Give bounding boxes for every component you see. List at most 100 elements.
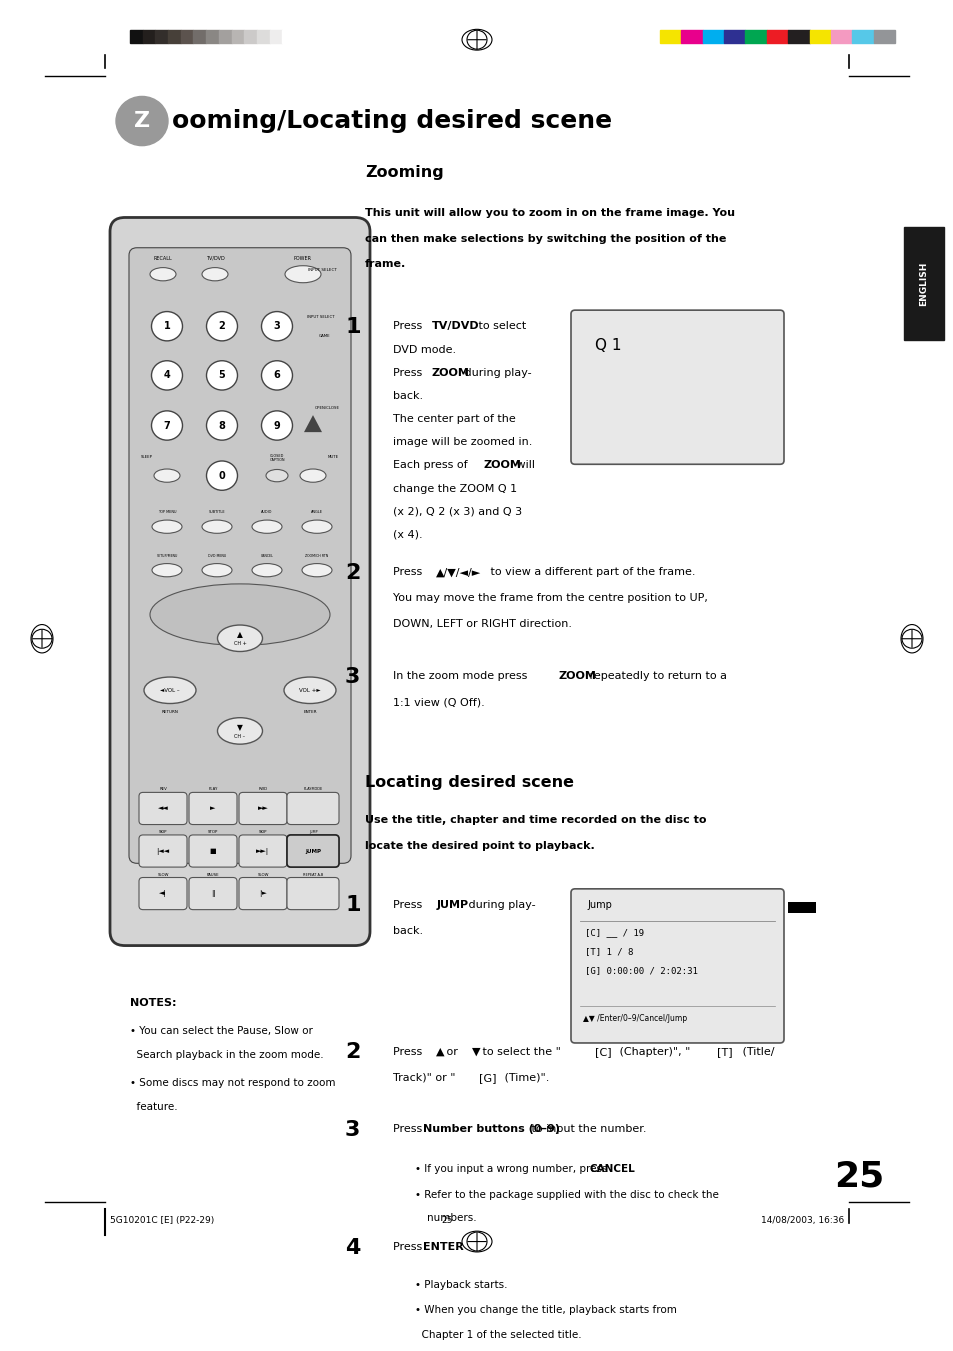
Text: PLAYMODE: PLAYMODE: [303, 788, 322, 792]
Text: (x 4).: (x 4).: [393, 530, 422, 540]
Polygon shape: [304, 415, 322, 432]
Text: 4: 4: [164, 370, 171, 381]
Ellipse shape: [266, 470, 288, 482]
Ellipse shape: [152, 563, 182, 577]
Text: 2: 2: [218, 322, 225, 331]
Text: Q 1: Q 1: [595, 338, 620, 353]
Text: • You can select the Pause, Slow or: • You can select the Pause, Slow or: [130, 1025, 313, 1036]
Ellipse shape: [217, 717, 262, 744]
Bar: [851, 30, 873, 42]
Text: ►: ►: [210, 805, 215, 812]
Text: 3: 3: [345, 1120, 360, 1139]
Circle shape: [206, 361, 237, 390]
Ellipse shape: [252, 563, 282, 577]
FancyBboxPatch shape: [287, 878, 338, 909]
Text: SLOW: SLOW: [157, 873, 169, 877]
Bar: [218, 30, 232, 42]
Text: ANGLE: ANGLE: [311, 511, 323, 515]
Ellipse shape: [202, 563, 232, 577]
FancyBboxPatch shape: [129, 247, 351, 863]
Text: |►: |►: [259, 890, 267, 897]
Text: • If you input a wrong number, press: • If you input a wrong number, press: [415, 1165, 610, 1174]
Text: ENGLISH: ENGLISH: [919, 262, 927, 305]
Text: ◄◄: ◄◄: [157, 805, 168, 812]
Text: (Chapter)", ": (Chapter)", ": [616, 1047, 690, 1056]
Text: ENTER: ENTER: [303, 711, 316, 715]
Ellipse shape: [202, 267, 228, 281]
Ellipse shape: [152, 520, 182, 534]
Bar: [232, 30, 244, 42]
Circle shape: [206, 461, 237, 490]
Text: can then make selections by switching the position of the: can then make selections by switching th…: [365, 234, 725, 243]
Text: ENTER: ENTER: [422, 1243, 463, 1252]
Bar: [193, 30, 206, 42]
Ellipse shape: [302, 520, 332, 534]
Text: The center part of the: The center part of the: [393, 415, 516, 424]
Text: Number buttons (0–9): Number buttons (0–9): [422, 1124, 559, 1135]
Text: 9: 9: [274, 420, 280, 431]
Text: • Some discs may not respond to zoom: • Some discs may not respond to zoom: [130, 1078, 335, 1088]
Ellipse shape: [150, 584, 330, 646]
Bar: [155, 30, 168, 42]
Text: ▲▼ /Enter/0–9/Cancel/Jump: ▲▼ /Enter/0–9/Cancel/Jump: [582, 1013, 686, 1023]
Text: ▼: ▼: [236, 723, 243, 732]
Text: RETURN: RETURN: [161, 711, 178, 715]
FancyBboxPatch shape: [139, 835, 187, 867]
Bar: [680, 30, 702, 42]
Text: 5G10201C [E] (P22-29): 5G10201C [E] (P22-29): [110, 1216, 214, 1225]
Text: change the ZOOM Q 1: change the ZOOM Q 1: [393, 484, 517, 493]
Circle shape: [152, 312, 182, 340]
Text: ooming/Locating desired scene: ooming/Locating desired scene: [172, 109, 612, 132]
Text: PLAY: PLAY: [208, 788, 217, 792]
Text: ▲/▼/◄/►: ▲/▼/◄/►: [436, 567, 481, 577]
Text: ►►: ►►: [257, 805, 268, 812]
Ellipse shape: [299, 469, 326, 482]
Text: (Title/: (Title/: [738, 1047, 773, 1056]
FancyBboxPatch shape: [287, 835, 338, 867]
Text: [C]: [C]: [594, 1047, 611, 1056]
Text: ZOOM: ZOOM: [558, 671, 596, 681]
Bar: [830, 30, 851, 42]
Text: 3: 3: [274, 322, 280, 331]
Text: ◄|: ◄|: [159, 890, 167, 897]
Ellipse shape: [252, 520, 282, 534]
Text: will: will: [512, 461, 534, 470]
Text: SKIP: SKIP: [258, 830, 267, 834]
Text: • Playback starts.: • Playback starts.: [415, 1281, 507, 1290]
Text: 1: 1: [345, 896, 360, 916]
Bar: [282, 30, 294, 42]
Text: REPEAT A-B: REPEAT A-B: [302, 873, 323, 877]
Bar: [180, 30, 193, 42]
Text: 5: 5: [218, 370, 225, 381]
Text: JUMP: JUMP: [309, 830, 317, 834]
Text: CLOSED
CAPTION: CLOSED CAPTION: [269, 454, 284, 462]
Text: to view a different part of the frame.: to view a different part of the frame.: [486, 567, 695, 577]
FancyBboxPatch shape: [287, 793, 338, 824]
Text: Track)" or ": Track)" or ": [393, 1073, 455, 1082]
Text: .: .: [455, 1243, 458, 1252]
Text: back.: back.: [393, 927, 423, 936]
Bar: [270, 30, 282, 42]
Text: Press: Press: [393, 567, 425, 577]
FancyBboxPatch shape: [189, 878, 236, 909]
Text: 25: 25: [441, 1216, 453, 1225]
Text: 1:1 view (Q Off).: 1:1 view (Q Off).: [393, 697, 484, 708]
Text: [T]: [T]: [717, 1047, 732, 1056]
Text: 6: 6: [274, 370, 280, 381]
Bar: [873, 30, 894, 42]
Text: during play-: during play-: [464, 900, 535, 911]
Text: CANCEL: CANCEL: [260, 554, 274, 558]
Text: SETUP/MENU: SETUP/MENU: [156, 554, 177, 558]
Text: 1: 1: [164, 322, 171, 331]
Text: RECALL: RECALL: [153, 255, 172, 261]
FancyBboxPatch shape: [139, 793, 187, 824]
Text: Press: Press: [393, 900, 425, 911]
Circle shape: [206, 411, 237, 440]
Text: CANCEL: CANCEL: [589, 1165, 635, 1174]
Text: ZOOM: ZOOM: [432, 367, 469, 378]
Text: 4: 4: [345, 1238, 360, 1258]
Circle shape: [261, 361, 293, 390]
Text: [G]: [G]: [479, 1073, 497, 1082]
Text: Chapter 1 of the selected title.: Chapter 1 of the selected title.: [415, 1331, 581, 1340]
Bar: [244, 30, 256, 42]
